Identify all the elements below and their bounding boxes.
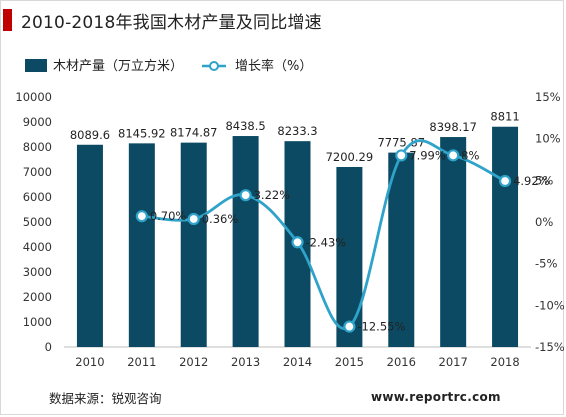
line-data-label: -2.43% bbox=[306, 235, 347, 249]
bar-data-label: 8174.87 bbox=[170, 126, 218, 140]
line-point-marker bbox=[239, 189, 252, 202]
bar-data-label: 8089.6 bbox=[70, 128, 110, 142]
y-left-tick-label: 3000 bbox=[23, 265, 52, 279]
y-right-tick-label: 15% bbox=[535, 90, 561, 104]
x-tick-label: 2014 bbox=[283, 355, 312, 369]
y-left-tick-label: 0 bbox=[45, 340, 52, 354]
y-left-tick-label: 1000 bbox=[23, 315, 52, 329]
legend: 木材产量（万立方米） 增长率（%） bbox=[25, 58, 312, 74]
y-right-tick-label: -15% bbox=[535, 340, 565, 354]
x-tick-label: 2018 bbox=[490, 355, 519, 369]
x-tick-label: 2010 bbox=[75, 355, 104, 369]
line-point-marker bbox=[395, 149, 408, 162]
line-series bbox=[135, 139, 512, 333]
line-data-label: 0.70% bbox=[150, 209, 187, 223]
bar-data-label: 8438.5 bbox=[225, 119, 265, 133]
line-data-label: 3.22% bbox=[254, 188, 291, 202]
chart-title: 2010-2018年我国木材产量及同比增速 bbox=[21, 13, 322, 33]
y-left-tick-label: 9000 bbox=[23, 115, 52, 129]
bar-data-label: 8145.92 bbox=[118, 126, 166, 140]
x-tick-label: 2015 bbox=[335, 355, 364, 369]
bar-data-label: 7200.29 bbox=[326, 150, 374, 164]
bar bbox=[388, 152, 415, 347]
bar bbox=[336, 166, 363, 347]
y-right-tick-label: -10% bbox=[535, 298, 565, 312]
line-data-labels: 0.70% 0.36% 3.22% -2.43% -12.55% 7.99% 8% 4.92% bbox=[150, 148, 550, 333]
line-point-marker bbox=[291, 236, 304, 249]
y-left-tick-label: 7000 bbox=[23, 165, 52, 179]
line-data-label: 4.92% bbox=[513, 174, 550, 188]
website-url: www.reportrc.com bbox=[371, 390, 501, 404]
x-tick-label: 2012 bbox=[179, 355, 208, 369]
legend-bar-label: 木材产量（万立方米） bbox=[53, 58, 183, 74]
bar bbox=[232, 136, 259, 347]
x-tick-label: 2017 bbox=[439, 355, 468, 369]
bar bbox=[128, 143, 155, 347]
bar-data-label: 8398.17 bbox=[429, 120, 477, 134]
y-left-tick-label: 5000 bbox=[23, 215, 52, 229]
y-left-tick-label: 2000 bbox=[23, 290, 52, 304]
x-tick-label: 2016 bbox=[387, 355, 416, 369]
line-point-marker bbox=[447, 149, 460, 162]
line-data-label: -12.55% bbox=[357, 320, 405, 334]
line-point-marker bbox=[498, 174, 512, 188]
y-left-tick-label: 10000 bbox=[15, 90, 52, 104]
source-note: 数据来源：锐观咨询 bbox=[49, 391, 162, 406]
bar bbox=[440, 137, 467, 347]
line-data-label: 7.99% bbox=[409, 148, 446, 162]
bar-data-label: 8233.3 bbox=[277, 124, 317, 138]
y-left-tick-label: 8000 bbox=[23, 140, 52, 154]
line-point-marker bbox=[135, 210, 148, 223]
x-tick-label: 2013 bbox=[231, 355, 260, 369]
y-right-tick-label: 10% bbox=[535, 132, 561, 146]
y-left-tick-label: 6000 bbox=[23, 190, 52, 204]
y-right-tick-label: 5% bbox=[535, 173, 553, 187]
bar-data-labels: 8089.6 8145.92 8174.87 8438.5 8233.37200.297… bbox=[70, 110, 520, 164]
bar-series bbox=[76, 126, 519, 347]
line-point-marker bbox=[187, 212, 200, 226]
y-right-tick-label: -5% bbox=[535, 257, 557, 271]
bar-data-label: 7775.87 bbox=[377, 136, 425, 150]
bar-data-label: 8811 bbox=[490, 110, 519, 124]
bar bbox=[76, 144, 103, 347]
legend-line-marker bbox=[209, 61, 219, 71]
bar bbox=[492, 126, 519, 347]
x-tick-label: 2011 bbox=[127, 355, 156, 369]
growth-rate-line bbox=[141, 139, 506, 331]
title-accent-bar bbox=[3, 9, 12, 31]
legend-line-label: 增长率（%） bbox=[235, 58, 312, 74]
bar bbox=[180, 142, 207, 347]
line-data-label: 8% bbox=[461, 148, 479, 162]
line-data-label: 0.36% bbox=[202, 212, 239, 226]
line-point-marker bbox=[343, 320, 356, 333]
legend-bar-swatch bbox=[25, 59, 47, 72]
y-left-tick-label: 4000 bbox=[23, 240, 52, 254]
y-right-tick-label: 0% bbox=[535, 215, 553, 229]
